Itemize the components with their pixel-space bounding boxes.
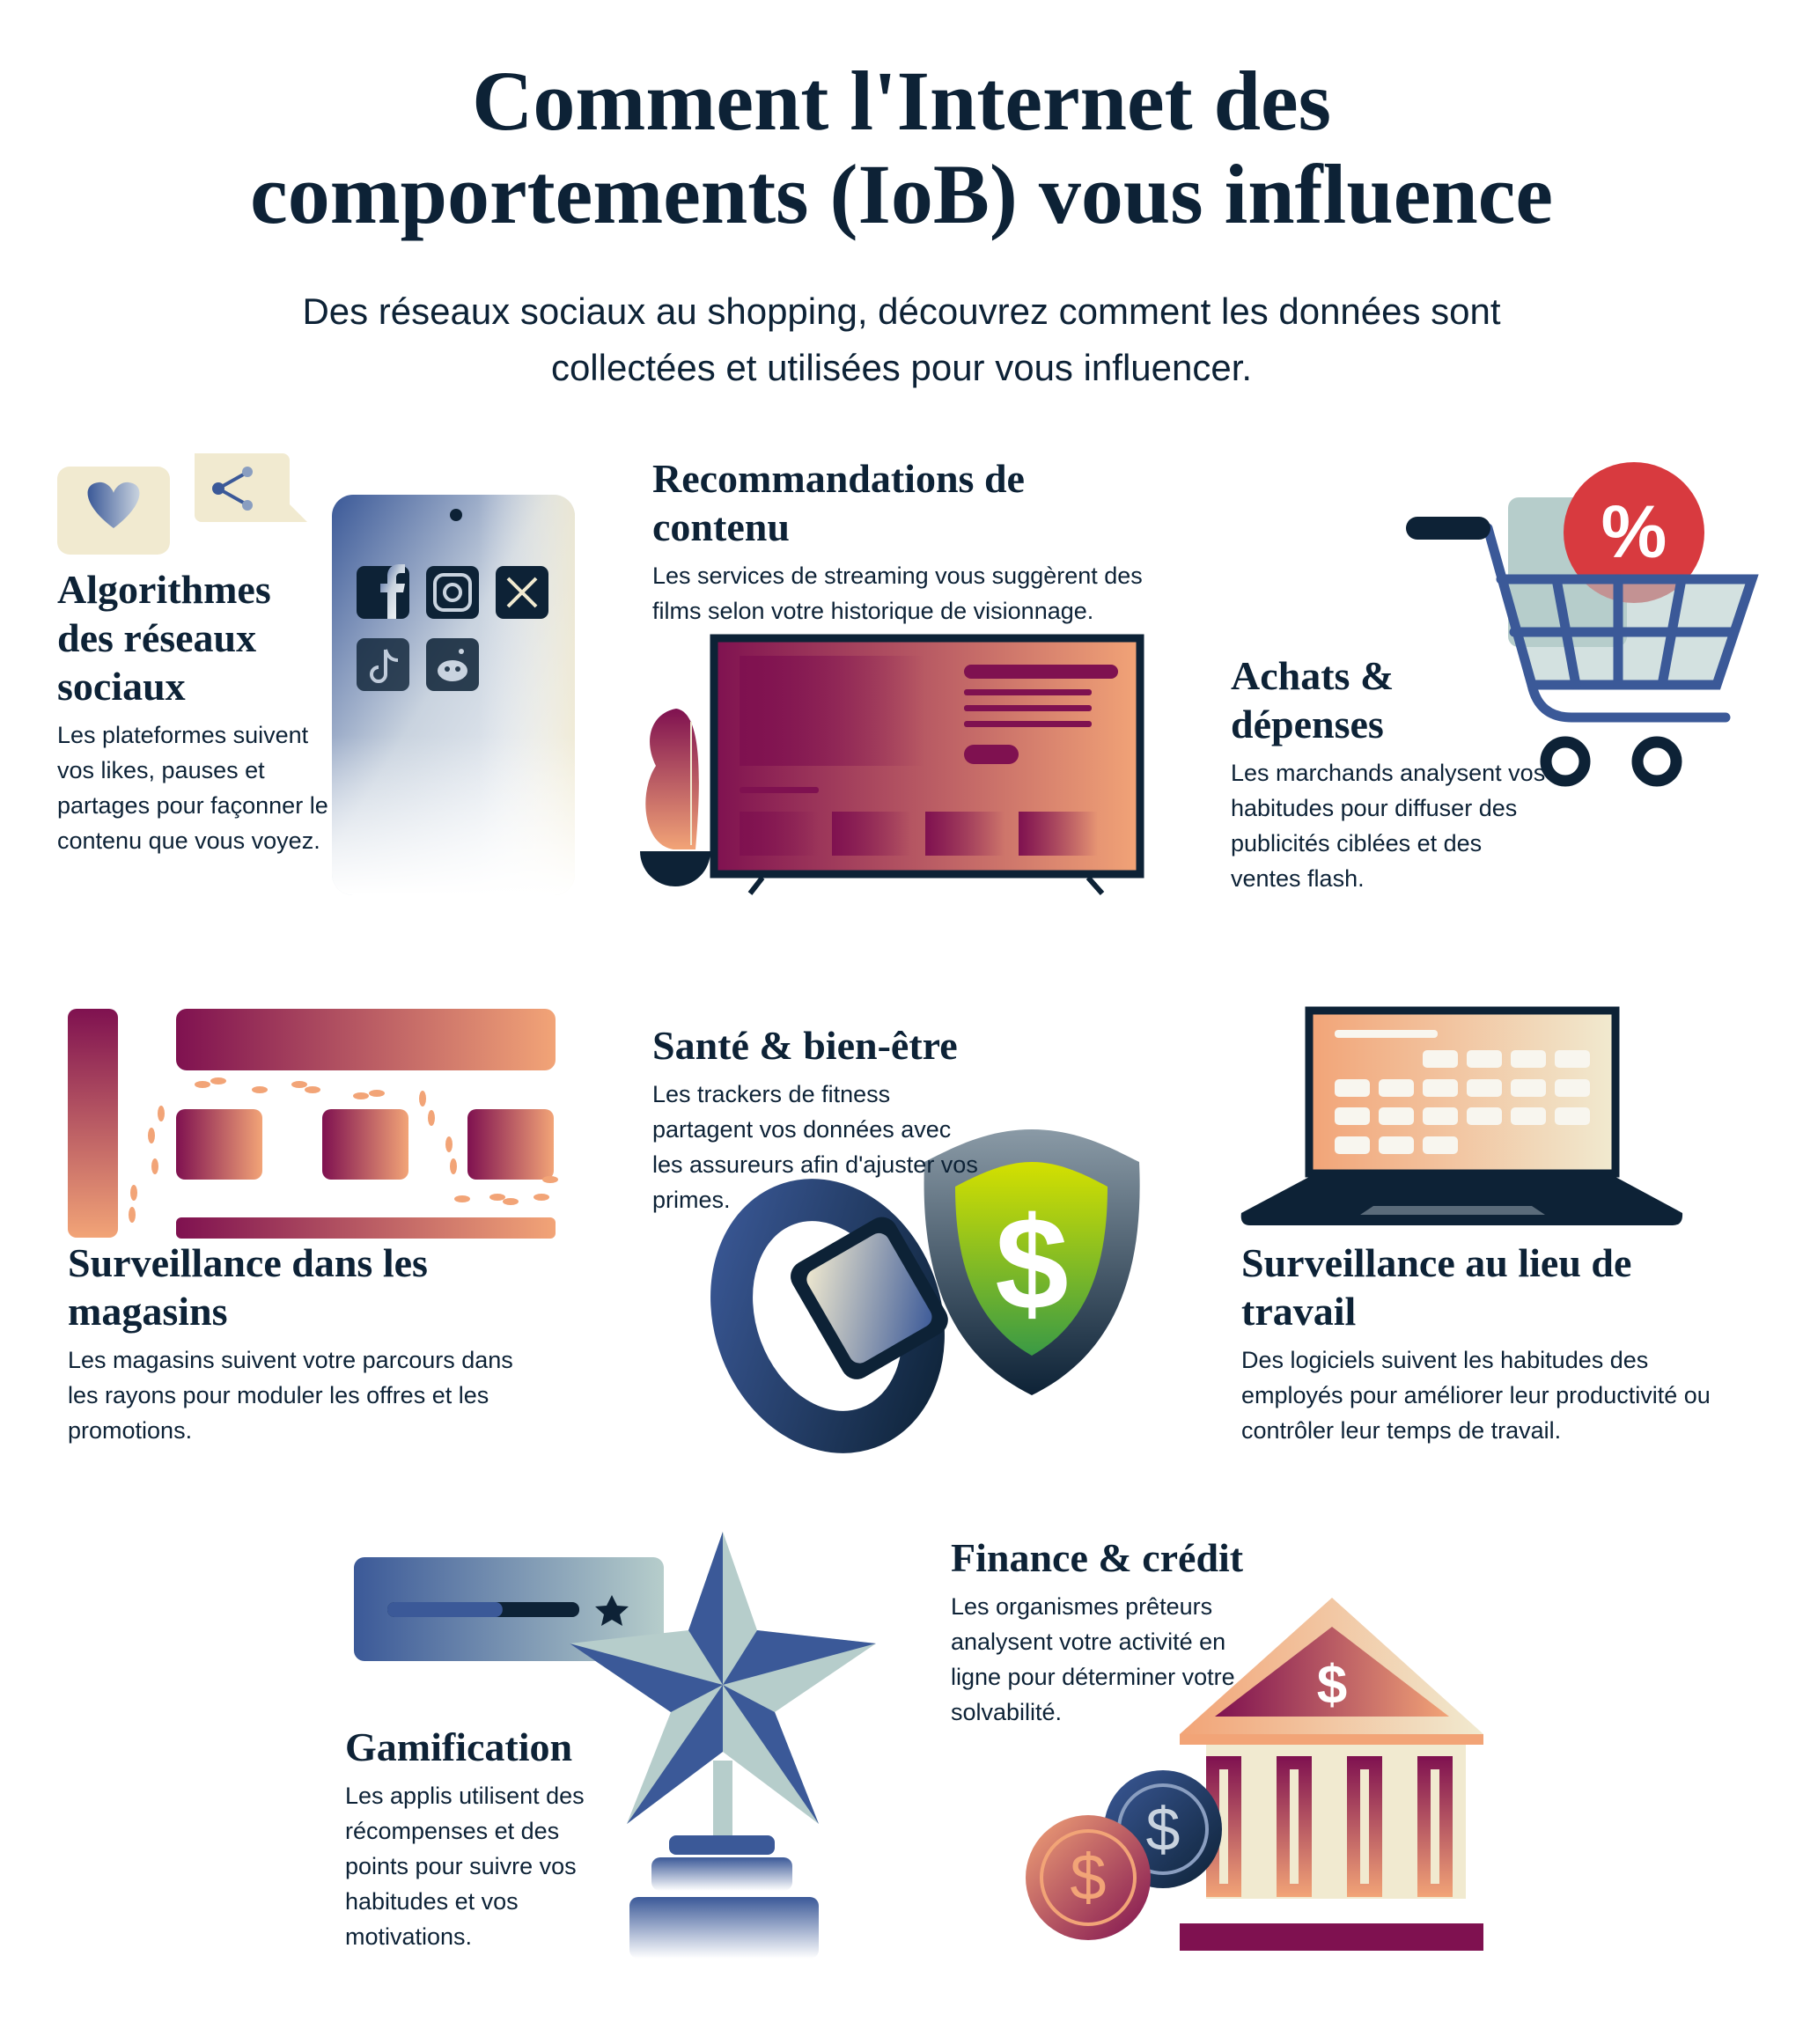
section-title: Santé & bien-être (652, 1023, 958, 1068)
section-title: Surveillance au lieu de travail (1241, 1240, 1632, 1334)
percent-badge (1564, 462, 1704, 603)
section-title: Finance & crédit (951, 1535, 1244, 1580)
share-bubble-icon (195, 453, 307, 522)
svg-text:$: $ (1146, 1795, 1181, 1864)
title-line-2: comportements (IoB) vous influence (250, 147, 1553, 241)
section-title: Recommandations de contenu (652, 456, 1025, 549)
star-small-icon (595, 1595, 629, 1626)
section-text: Les marchands analysent vos habitudes po… (1231, 760, 1546, 892)
section-text: Les plateformes suivent vos likes, pause… (57, 722, 328, 854)
section-title: Gamification (345, 1724, 573, 1769)
percent-symbol: % (1601, 490, 1667, 573)
coin-icon: $ $ (1026, 1770, 1222, 1940)
subtitle-line-1: Des réseaux sociaux au shopping, découvr… (302, 290, 1501, 332)
smartwatch-icon (710, 1179, 948, 1453)
footsteps-icon (129, 1077, 558, 1223)
section-social-algorithms: Algorithmes des réseaux sociaux Les plat… (57, 565, 330, 858)
section-text: Des logiciels suivent les habitudes des … (1241, 1347, 1711, 1444)
facebook-icon (357, 564, 409, 619)
instagram-icon (426, 566, 479, 619)
section-content-recommendations: Recommandations de contenu Les services … (652, 454, 1181, 629)
shopping-cart-icon: % (1406, 462, 1759, 787)
heart-bubble-icon (57, 467, 170, 555)
store-layout-icon (68, 1009, 558, 1239)
section-title: Algorithmes des réseaux sociaux (57, 567, 271, 709)
section-purchases: Achats & dépenses Les marchands analysen… (1231, 651, 1548, 896)
svg-text:$: $ (1070, 1841, 1106, 1914)
section-title: Surveillance dans les magasins (68, 1240, 428, 1334)
laptop-calendar-icon (1240, 1006, 1683, 1225)
section-text: Les magasins suivent votre parcours dans… (68, 1347, 513, 1444)
section-store-surveillance: Surveillance dans les magasins Les magas… (68, 1239, 534, 1448)
reddit-icon (426, 638, 479, 691)
section-text: Les trackers de fitness partagent vos do… (652, 1081, 978, 1213)
tv-icon (710, 634, 1144, 895)
x-icon (496, 566, 548, 619)
section-text: Les organismes prêteurs analysent votre … (951, 1593, 1235, 1725)
section-title: Achats & dépenses (1231, 653, 1395, 746)
bank-icon: $ (1180, 1598, 1483, 1951)
subtitle-line-2: collectées et utilisées pour vous influe… (550, 347, 1253, 388)
progress-fill (387, 1602, 503, 1617)
section-finance: Finance & crédit Les organismes prêteurs… (951, 1533, 1259, 1730)
shield-dollar-icon: $ (924, 1129, 1140, 1395)
section-health: Santé & bien-être Les trackers de fitnes… (652, 1021, 978, 1217)
page-subtitle: Des réseaux sociaux au shopping, découvr… (0, 283, 1803, 396)
plant-icon (640, 709, 710, 886)
dollar-symbol: $ (995, 1189, 1068, 1337)
section-text: Les applis utilisent des récompenses et … (345, 1783, 585, 1950)
section-workplace-surveillance: Surveillance au lieu de travail Des logi… (1241, 1239, 1717, 1448)
bank-dollar-symbol: $ (1317, 1655, 1347, 1716)
phone-icon (332, 495, 575, 895)
page-title: Comment l'Internet des comportements (Io… (0, 55, 1803, 241)
star-trophy-icon (570, 1532, 876, 1959)
tiktok-icon (357, 638, 409, 691)
section-text: Les services de streaming vous suggèrent… (652, 562, 1143, 624)
section-gamification: Gamification Les applis utilisent des ré… (345, 1723, 609, 1954)
progress-bar-icon (354, 1557, 664, 1661)
title-line-1: Comment l'Internet des (472, 54, 1331, 148)
